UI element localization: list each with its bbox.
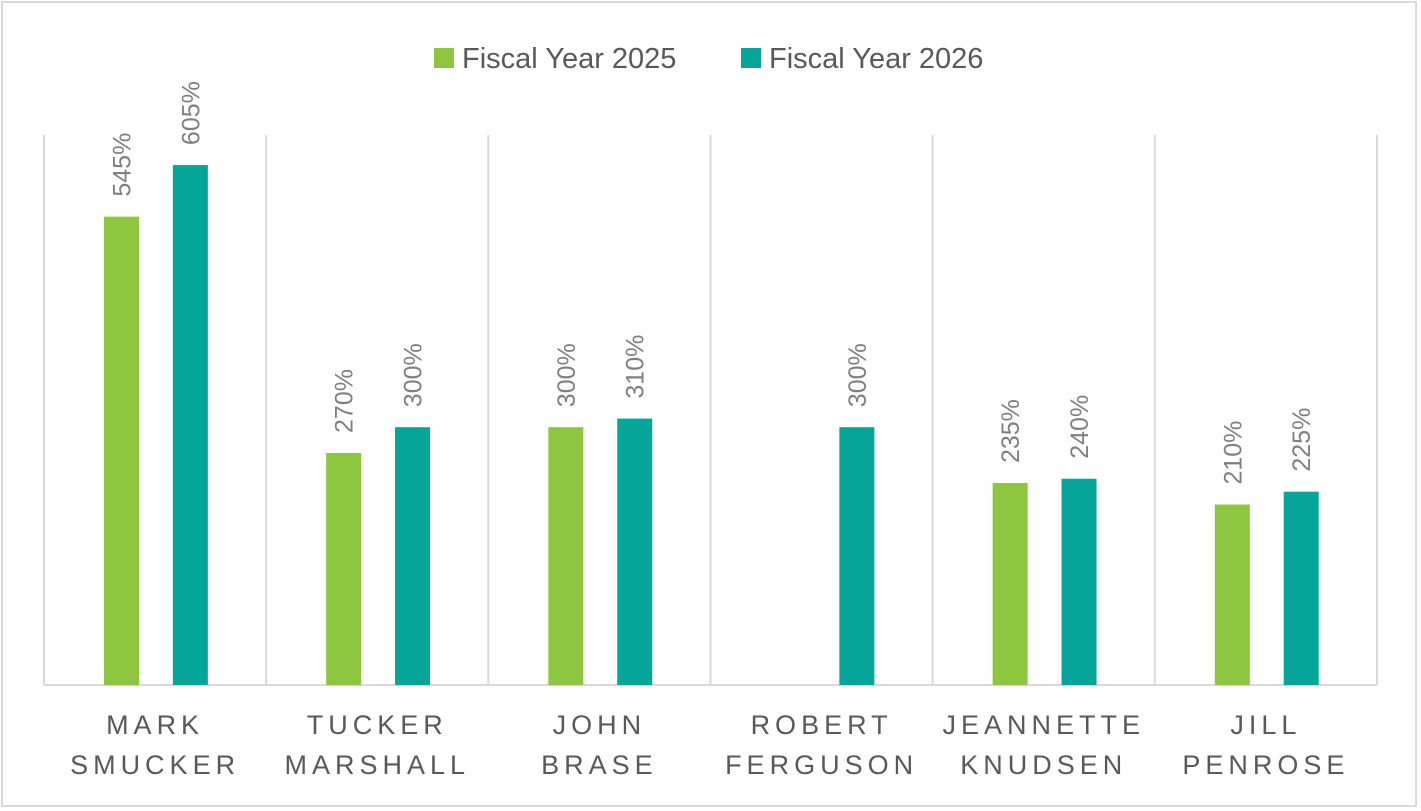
data-label-2-2: 300% [400, 343, 428, 407]
data-labels: 545% 605% 270% 300% 300% 310% 300% 235% 240% 210%… [108, 81, 1316, 484]
category-label-3-line-2: BRASE [541, 750, 658, 780]
category-labels: MARK SMUCKER TUCKER MARSHALL JOHN BRASE ROBERT… [70, 710, 1349, 780]
category-label-2-line-1: TUCKER [307, 710, 448, 740]
category-label-1-line-2: SMUCKER [70, 750, 240, 780]
bar-1-1 [103, 216, 139, 685]
category-label-1-line-1: MARK [106, 710, 204, 740]
bar-2-2 [395, 427, 431, 685]
category-label-2-line-2: MARSHALL [284, 750, 470, 780]
data-label-1-6: 210% [1219, 421, 1247, 485]
category-label-5-line-2: KNUDSEN [960, 750, 1127, 780]
bar-2-1 [172, 165, 208, 685]
data-label-2-4: 300% [844, 343, 872, 407]
legend-swatch-2 [741, 48, 761, 68]
bar-2-5 [1061, 478, 1097, 685]
category-label-3-line-1: JOHN [553, 710, 647, 740]
bar-2-6 [1283, 491, 1319, 685]
bar-1-3 [548, 427, 584, 685]
data-label-1-2: 270% [331, 369, 359, 433]
category-label-6-line-1: JILL [1230, 710, 1301, 740]
legend-label-1: Fiscal Year 2025 [462, 43, 676, 75]
bar-1-2 [326, 452, 362, 685]
legend-label-2: Fiscal Year 2026 [769, 43, 983, 75]
category-label-5-line-1: JEANNETTE [942, 710, 1145, 740]
legend-swatch-1 [434, 48, 454, 68]
data-label-2-1: 605% [177, 81, 205, 145]
category-gridlines [43, 135, 1378, 686]
bars [103, 165, 1319, 685]
legend: Fiscal Year 2025 Fiscal Year 2026 [434, 43, 983, 75]
data-label-1-1: 545% [108, 133, 136, 197]
data-label-2-3: 310% [622, 335, 650, 399]
category-label-4-line-2: FERGUSON [725, 750, 918, 780]
data-label-2-6: 225% [1288, 408, 1316, 472]
data-label-1-5: 235% [997, 399, 1025, 463]
bar-2-4 [839, 427, 875, 685]
bar-1-5 [992, 483, 1028, 685]
category-label-6-line-2: PENROSE [1182, 750, 1349, 780]
data-label-1-3: 300% [553, 343, 581, 407]
bar-2-3 [617, 418, 653, 685]
bar-1-6 [1214, 504, 1250, 685]
category-label-4-line-1: ROBERT [751, 710, 893, 740]
data-label-2-5: 240% [1066, 395, 1094, 459]
